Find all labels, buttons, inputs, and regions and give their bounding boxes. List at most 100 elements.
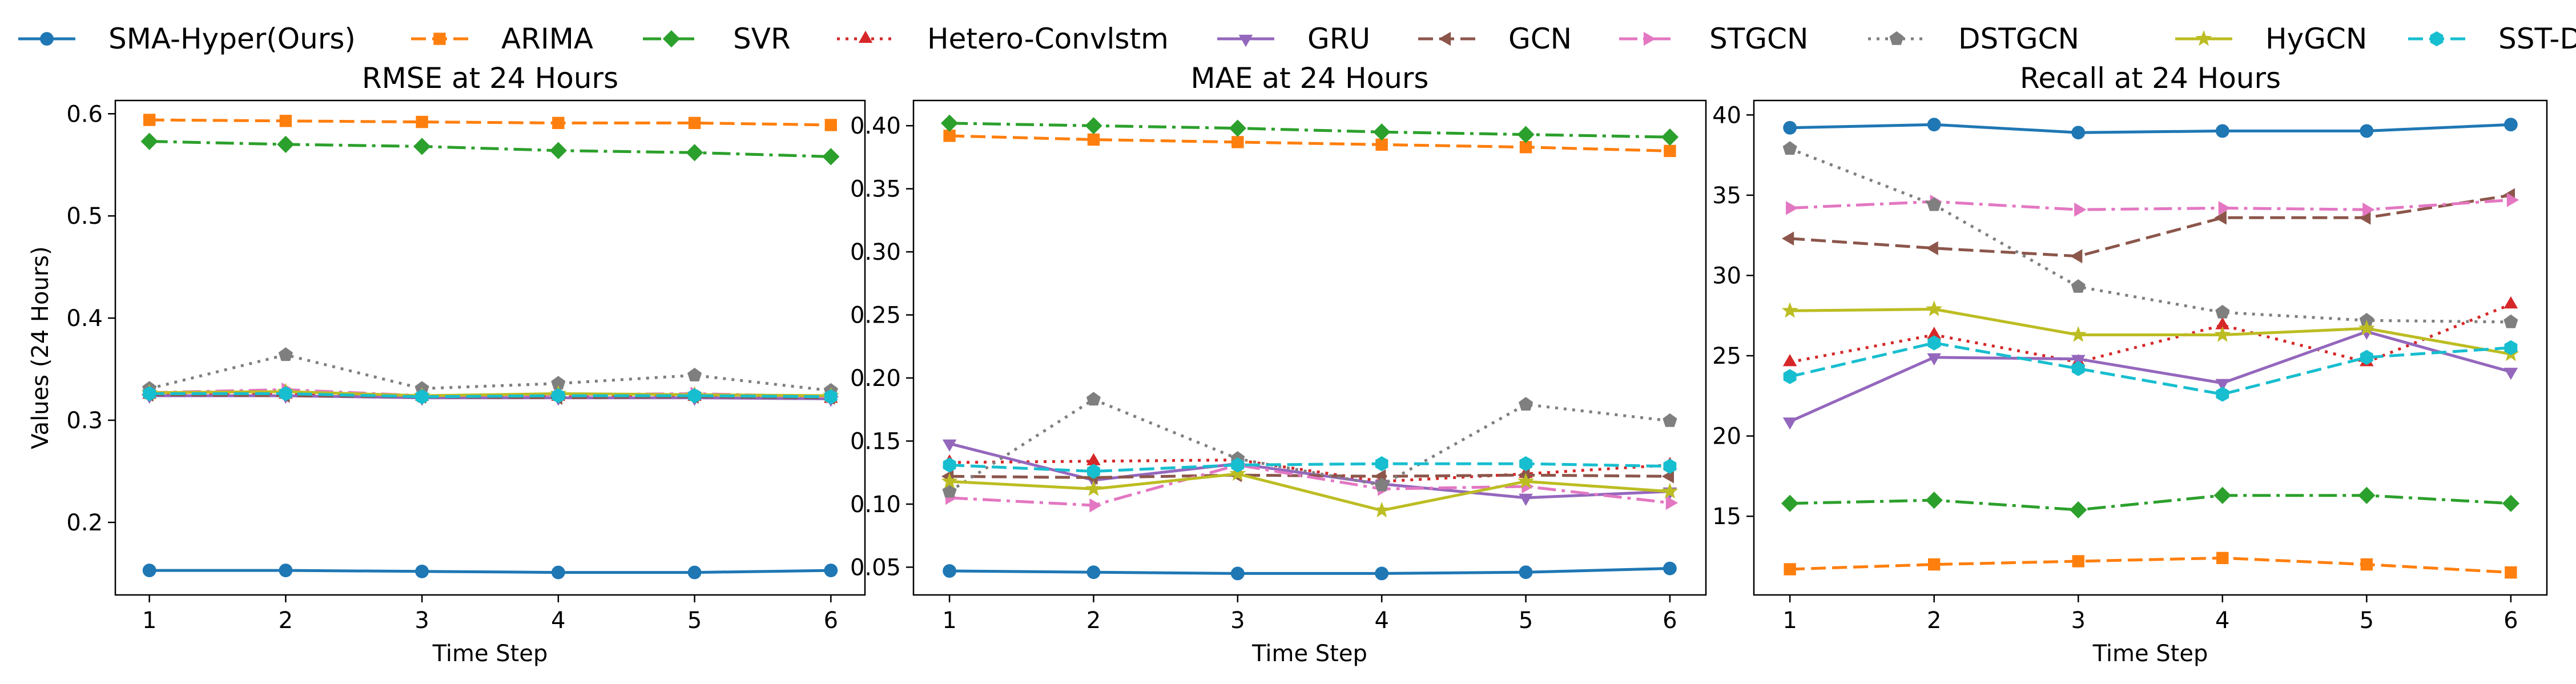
data-point <box>1231 136 1244 148</box>
data-point <box>279 564 293 577</box>
data-point <box>140 132 158 150</box>
data-point <box>1782 354 1797 367</box>
chart-panel-rmse-at-24-hours: RMSE at 24 Hours 1 2 3 4 5 6 0.2 0.3 0.4 0.5 0.6 Tim… <box>27 62 866 667</box>
data-point <box>1661 128 1679 146</box>
y-tick-label: 0.6 <box>66 101 103 127</box>
data-point <box>143 114 156 126</box>
axes-frame <box>1753 99 2548 596</box>
data-point <box>2071 126 2086 140</box>
data-point <box>2360 124 2374 138</box>
y-tick-label: 15 <box>1712 504 1741 530</box>
series-line <box>1790 556 2511 574</box>
series-line <box>149 569 831 574</box>
data-point <box>1925 491 1943 509</box>
y-tick-label: 0.40 <box>850 113 901 139</box>
x-tick-label: 4 <box>551 607 565 634</box>
data-point <box>278 347 293 361</box>
data-point <box>1086 565 1101 580</box>
x-tick-label: 2 <box>1086 607 1101 634</box>
series-line <box>149 390 831 397</box>
x-tick-label: 4 <box>2215 607 2229 634</box>
legend-marker <box>433 33 446 45</box>
series-sma-hyper-ours <box>142 564 838 580</box>
data-point <box>1927 118 1941 132</box>
data-point <box>2070 326 2087 342</box>
data-point <box>941 472 958 489</box>
data-point <box>1926 300 1943 316</box>
y-tick-label: 0.35 <box>850 176 901 203</box>
chart-title: Recall at 24 Hours <box>2020 62 2281 95</box>
data-point <box>943 564 956 578</box>
axes-frame <box>114 99 866 596</box>
data-point <box>1375 566 1389 581</box>
plot-area <box>140 114 840 580</box>
legend-label: DSTGCN <box>1958 22 2079 55</box>
data-point <box>2503 368 2518 380</box>
y-tick-label: 0.30 <box>850 239 901 265</box>
series-hygcn <box>941 465 1679 518</box>
y-tick-label: 0.20 <box>850 365 901 392</box>
data-point <box>687 368 702 381</box>
series-line <box>949 567 1670 575</box>
data-point <box>2505 566 2517 579</box>
data-point <box>1373 123 1391 141</box>
data-point <box>824 119 838 131</box>
legend-label: SVR <box>733 22 791 55</box>
y-tick-label: 35 <box>1712 183 1741 209</box>
data-point <box>2503 296 2518 309</box>
plot-area <box>1781 118 2520 579</box>
data-point <box>1089 498 1102 513</box>
data-point <box>2070 501 2087 519</box>
data-point <box>2072 555 2084 568</box>
chart-panel-recall-at-24-hours: Recall at 24 Hours 1 2 3 4 5 6 15 20 25 30 35 40 Time… <box>1712 62 2548 667</box>
data-point <box>279 386 292 401</box>
data-point <box>2071 361 2085 376</box>
x-tick-label: 5 <box>1519 607 1533 634</box>
data-point <box>1663 458 1677 474</box>
data-point <box>2071 279 2086 293</box>
legend-label: ARIMA <box>501 22 593 55</box>
y-tick-label: 0.4 <box>66 305 103 332</box>
legend-label: STGCN <box>1709 22 1808 55</box>
legend-item-arima: ARIMA <box>411 22 593 55</box>
series-line <box>149 118 831 127</box>
series-sst-dhl <box>1783 335 2518 402</box>
x-axis-label: Time Step <box>432 641 548 667</box>
series-line <box>1790 308 2511 356</box>
data-point <box>1519 493 1533 506</box>
data-point <box>2503 118 2518 132</box>
data-point <box>552 116 565 130</box>
x-tick-label: 3 <box>2071 607 2086 634</box>
y-tick-label: 40 <box>1712 102 1741 128</box>
data-point <box>1663 561 1677 576</box>
data-point <box>1781 302 1798 318</box>
legend-item-gcn: GCN <box>1418 22 1572 55</box>
data-point <box>686 144 703 162</box>
legend-marker <box>2430 31 2444 47</box>
data-point <box>1085 480 1102 496</box>
y-tick-label: 0.2 <box>66 510 103 536</box>
series-line <box>1789 303 2511 364</box>
data-point <box>2360 349 2373 365</box>
legend-label: SMA-Hyper(Ours) <box>108 22 356 55</box>
series-line <box>1790 494 2511 512</box>
data-point <box>1927 197 1942 211</box>
data-point <box>2216 387 2229 402</box>
series-line <box>949 122 1670 139</box>
data-point <box>942 484 957 498</box>
data-point <box>940 114 959 132</box>
data-point <box>1518 472 1535 489</box>
legend-label: HyGCN <box>2265 22 2367 55</box>
x-tick-label: 3 <box>414 607 429 634</box>
series-line <box>149 353 831 392</box>
y-tick-label: 0.5 <box>66 203 103 230</box>
x-tick-label: 1 <box>942 607 956 634</box>
x-tick-label: 5 <box>687 607 702 634</box>
series-line <box>1789 341 2511 396</box>
data-point <box>143 386 156 401</box>
x-tick-label: 3 <box>1230 607 1245 634</box>
data-point <box>416 115 428 128</box>
series-line <box>1789 194 2511 258</box>
data-point <box>1664 144 1676 158</box>
series-line <box>949 134 1670 152</box>
